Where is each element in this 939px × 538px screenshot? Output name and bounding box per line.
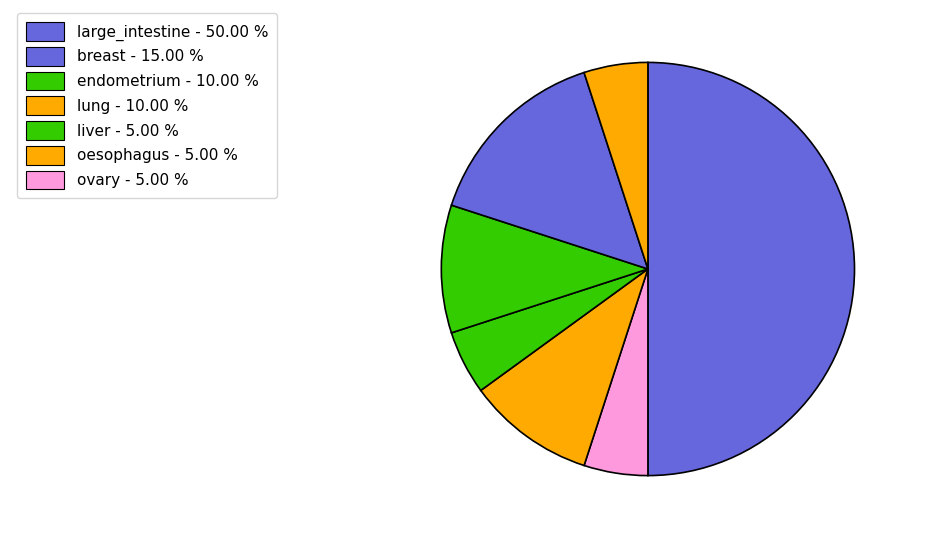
Wedge shape (452, 73, 648, 269)
Wedge shape (441, 205, 648, 333)
Wedge shape (452, 269, 648, 391)
Wedge shape (584, 269, 648, 476)
Legend: large_intestine - 50.00 %, breast - 15.00 %, endometrium - 10.00 %, lung - 10.00: large_intestine - 50.00 %, breast - 15.0… (17, 13, 277, 199)
Wedge shape (648, 62, 854, 476)
Wedge shape (481, 269, 648, 465)
Wedge shape (584, 62, 648, 269)
